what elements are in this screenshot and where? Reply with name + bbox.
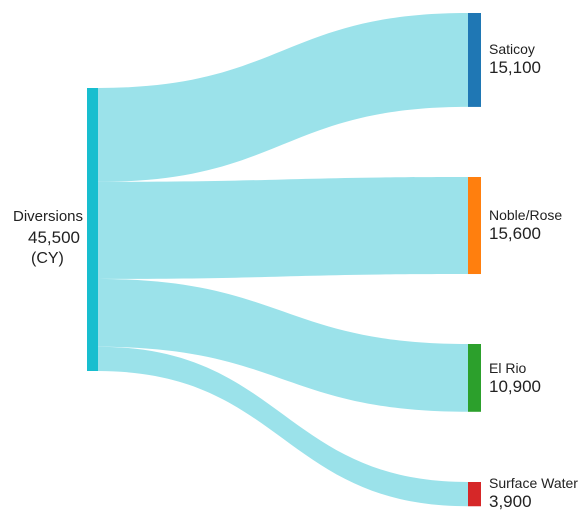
source-unit: (CY) [31, 250, 64, 267]
target-value-saticoy: 15,100 [489, 58, 541, 77]
link-surface-water [98, 346, 468, 507]
source-node-diversions [87, 88, 98, 371]
target-value-noble-rose: 15,600 [489, 224, 541, 243]
target-node-saticoy [468, 13, 481, 107]
target-node-el-rio [468, 344, 481, 412]
target-value-surface-water: 3,900 [489, 492, 532, 511]
target-label-el-rio: El Rio 10,900 [489, 360, 587, 397]
link-saticoy [98, 13, 468, 182]
target-label-saticoy: Saticoy 15,100 [489, 41, 587, 78]
source-name: Diversions [13, 208, 84, 225]
target-label-surface-water: Surface Water 3,900 [489, 475, 587, 512]
sankey-nodes [87, 13, 481, 507]
target-name-surface-water: Surface Water [489, 475, 578, 491]
target-name-el-rio: El Rio [489, 360, 527, 376]
target-node-noble-rose [468, 177, 481, 275]
link-el-rio [98, 278, 468, 412]
link-noble-rose [98, 177, 468, 279]
target-name-noble-rose: Noble/Rose [489, 207, 563, 223]
sankey-links [98, 13, 468, 507]
target-label-noble-rose: Noble/Rose 15,600 [489, 207, 587, 244]
target-node-surface-water [468, 482, 481, 507]
target-name-saticoy: Saticoy [489, 41, 535, 57]
source-value: 45,500 [28, 228, 80, 247]
target-value-el-rio: 10,900 [489, 377, 541, 396]
